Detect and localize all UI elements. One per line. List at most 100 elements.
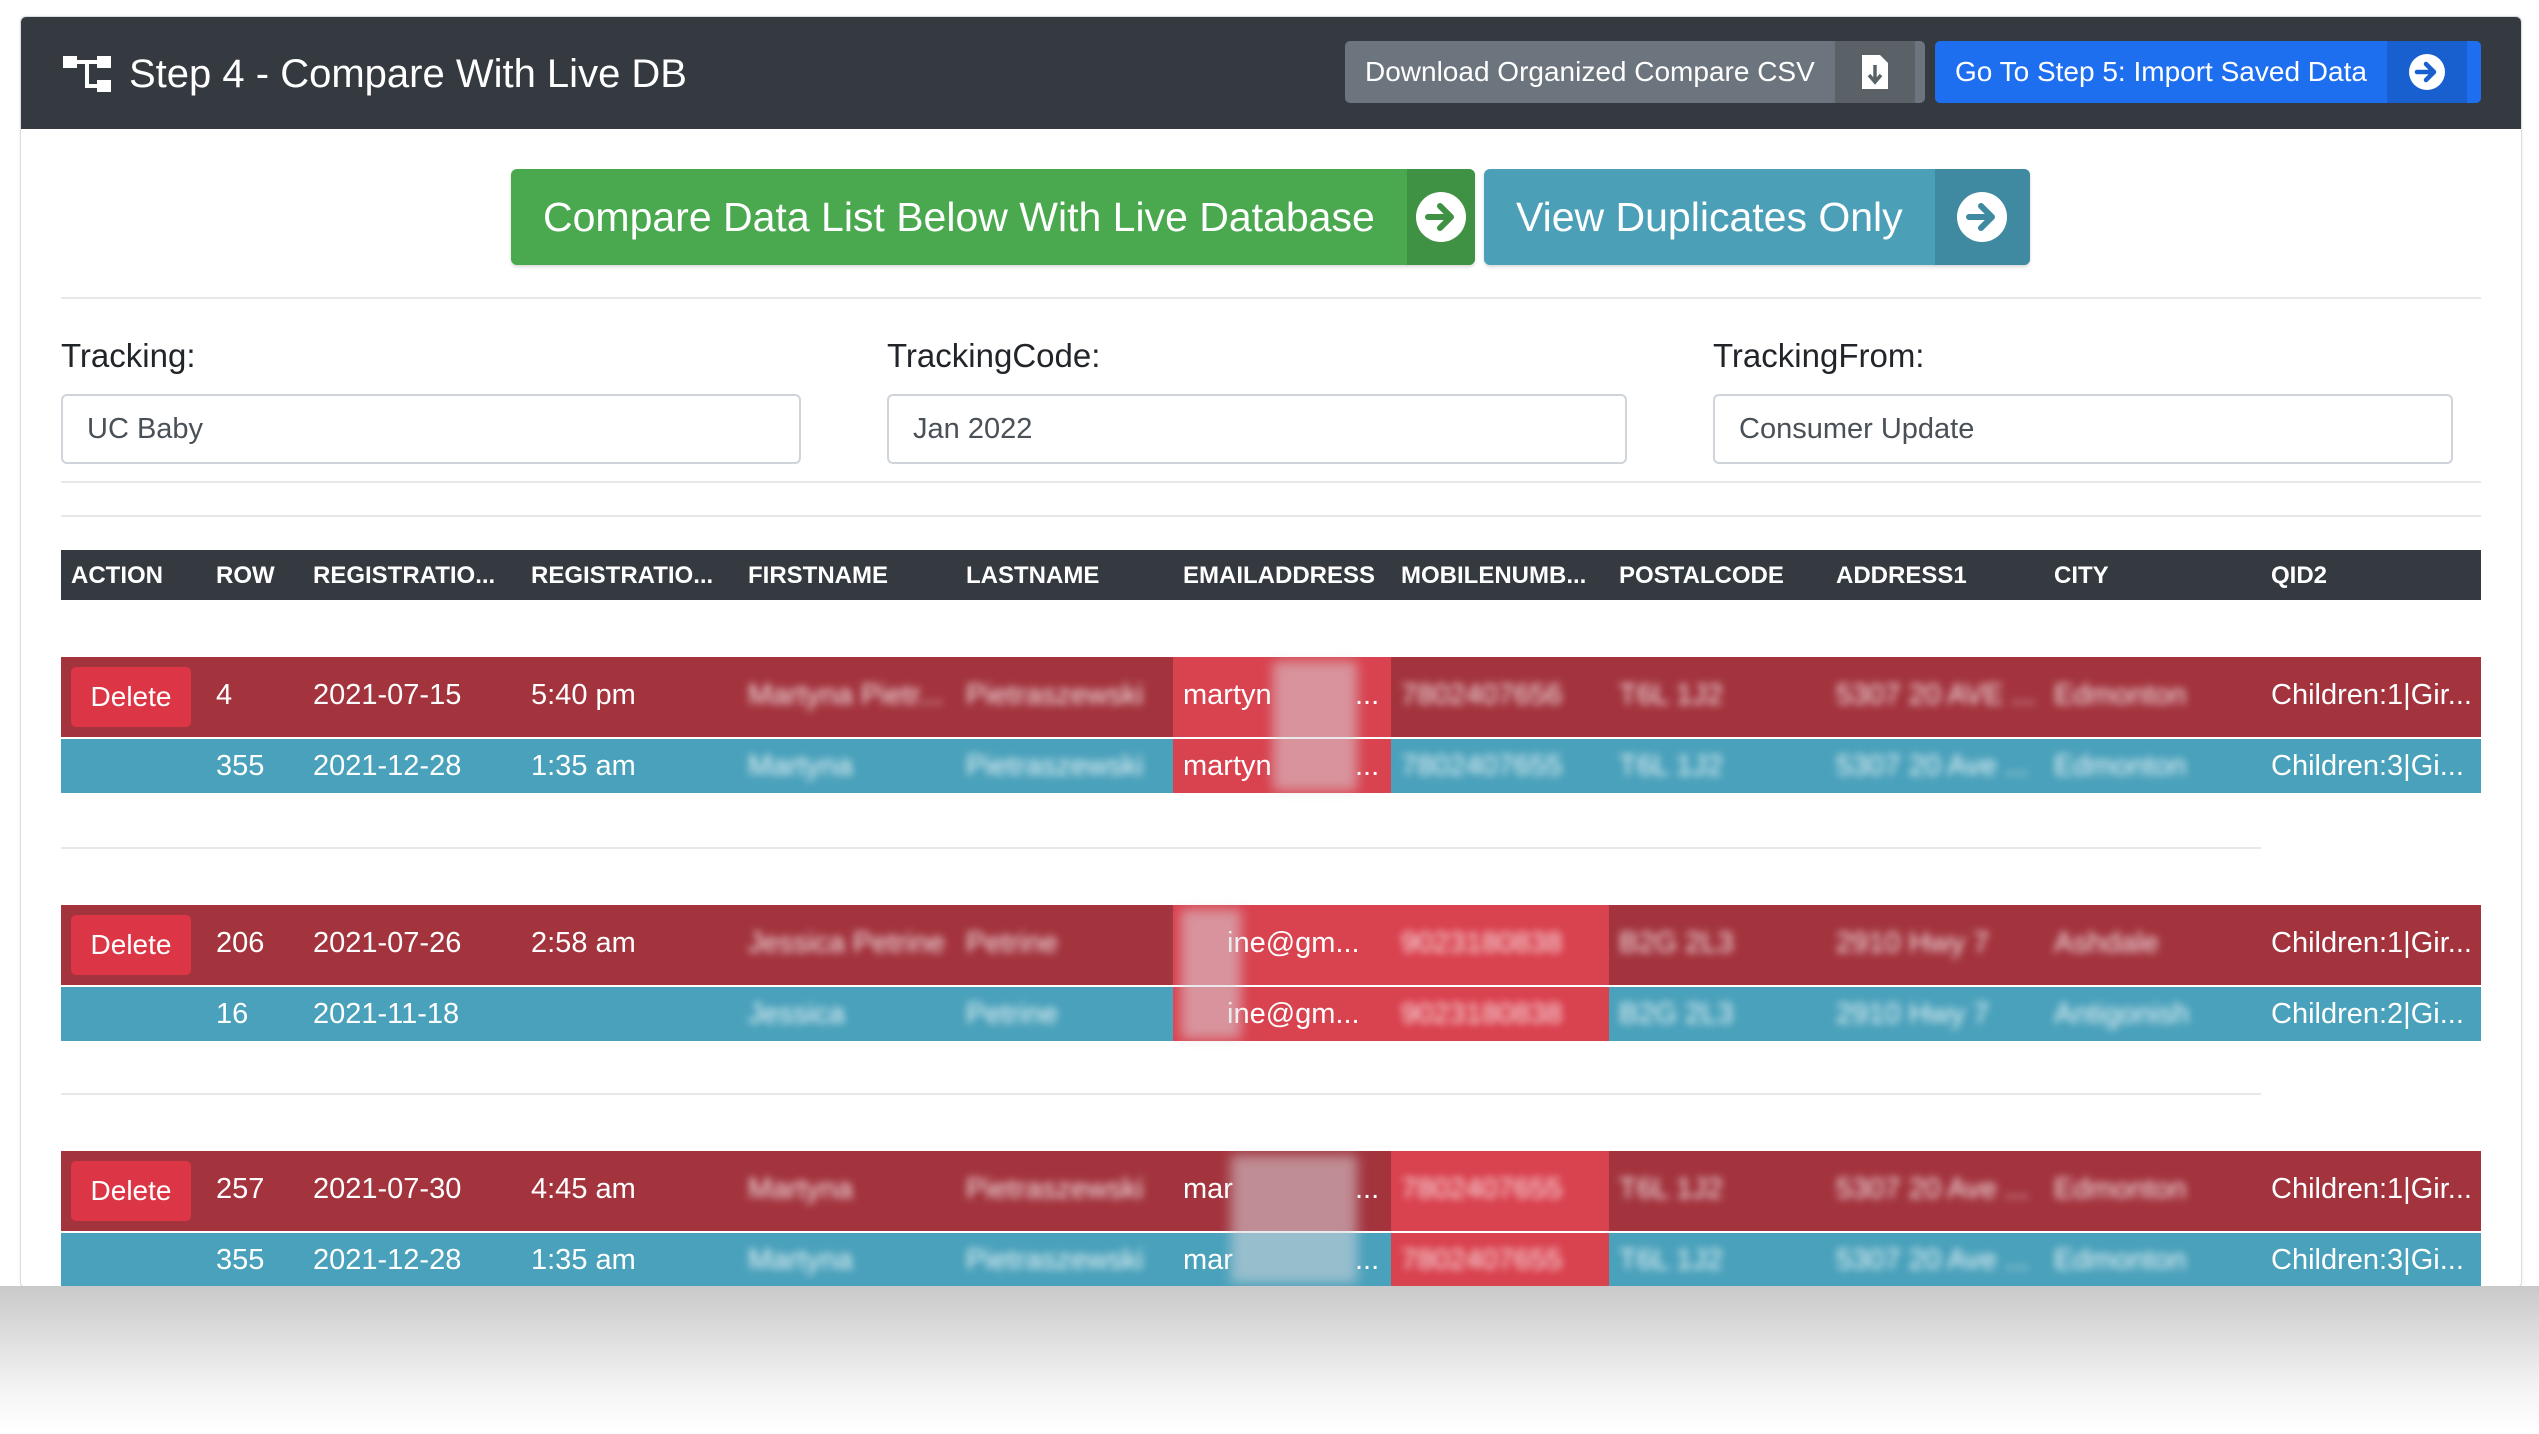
view-duplicates-label: View Duplicates Only [1516,193,1903,240]
email-ellipsis: ... [1355,679,1380,711]
registration-time: 2:58 am [531,927,636,959]
mobile-number: 9023180838 [1401,927,1563,959]
mobile-number: 7802407655 [1401,1244,1563,1276]
registration-time: 1:35 am [531,750,636,782]
city: Edmonton [2054,679,2187,711]
step4-card: Step 4 - Compare With Live DB Download O… [20,16,2522,1288]
group-divider [61,1093,2261,1095]
column-header-row: ROW [216,562,275,589]
city: Ashdale [2054,927,2159,959]
firstname: Martyna [748,750,853,782]
row-number: 16 [216,998,249,1030]
address1: 5307 20 Ave ... [1836,1173,2029,1205]
postal-code: T6L 1J2 [1619,1244,1723,1276]
postal-code: T6L 1J2 [1619,1173,1723,1205]
group-divider [61,847,2261,849]
firstname: Martyna [748,1173,853,1205]
divider [61,515,2481,517]
compare-live-db-label: Compare Data List Below With Live Databa… [543,193,1375,240]
firstname: Jessica [748,998,845,1030]
delete-button[interactable]: Delete [71,667,191,727]
registration-date: 2021-12-28 [313,750,462,782]
column-header-qid2: QID2 [2271,562,2328,589]
qid2: Children:3|Gi... [2271,1244,2464,1276]
row-number: 355 [216,1244,265,1276]
row-number: 257 [216,1173,265,1205]
registration-date: 2021-07-30 [313,1173,462,1205]
tracking-from-input[interactable] [1713,394,2453,464]
email-mobile-cell-highlight [1173,987,1609,1041]
download-csv-button[interactable]: Download Organized Compare CSV [1345,41,1925,103]
view-duplicates-button[interactable]: View Duplicates Only [1484,169,2030,265]
tracking-label: Tracking: [61,337,196,374]
column-header-action: ACTION [71,562,163,589]
arrow-circle-right-icon [1406,169,1475,265]
page-title: Step 4 - Compare With Live DB [129,51,687,96]
registration-date: 2021-07-26 [313,927,462,959]
qid2: Children:1|Gir... [2271,1173,2472,1205]
mobile-cell-highlight [1391,1233,1609,1287]
table-row: Delete 206 2021-07-26 2:58 am Jessica Pe… [61,905,2481,985]
address1: 5307 20 Ave ... [1836,750,2029,782]
row-number: 355 [216,750,265,782]
lastname: Pietraszewski [966,1244,1144,1276]
qid2: Children:2|Gi... [2271,998,2464,1030]
email: ine@gm... [1227,927,1360,959]
address1: 5307 20 Ave ... [1836,1244,2029,1276]
column-header-lastname: LASTNAME [966,562,1100,589]
table-header: ACTION ROW REGISTRATIO... REGISTRATIO...… [61,550,2481,600]
registration-time: 5:40 pm [531,679,636,711]
redaction-blur [1181,909,1241,1039]
column-header-firstname: FIRSTNAME [748,562,888,589]
email-ellipsis: ... [1355,750,1380,782]
arrow-circle-right-icon [2386,41,2467,103]
mobile-number: 9023180838 [1401,998,1563,1030]
column-header-mobilenumber: MOBILENUMB... [1401,562,1587,589]
bottom-fade [0,1286,2539,1434]
registration-time: 1:35 am [531,1244,636,1276]
city: Edmonton [2054,1244,2187,1276]
lastname: Petrine [966,998,1058,1030]
postal-code: T6L 1J2 [1619,679,1723,711]
postal-code: B2G 2L3 [1619,927,1734,959]
mobile-number: 7802407655 [1401,750,1563,782]
firstname: Martyna [748,1244,853,1276]
address1: 5307 20 AVE ... [1836,679,2036,711]
delete-button[interactable]: Delete [71,1161,191,1221]
postal-code: T6L 1J2 [1619,750,1723,782]
go-to-step5-button[interactable]: Go To Step 5: Import Saved Data [1935,41,2481,103]
column-header-emailaddress: EMAILADDRESS [1183,562,1376,589]
divider [61,481,2481,483]
divider [61,297,2481,299]
firstname: Martyna Pietr... [748,679,944,711]
tracking-code-input[interactable] [887,394,1627,464]
download-csv-label: Download Organized Compare CSV [1365,56,1815,87]
tracking-code-label: TrackingCode: [887,337,1101,374]
column-header-registration-time: REGISTRATIO... [531,562,714,589]
column-header-city: CITY [2054,562,2109,589]
lastname: Pietraszewski [966,679,1144,711]
email-mobile-cell-highlight [1173,905,1609,985]
delete-button[interactable]: Delete [71,915,191,975]
email-ellipsis: ... [1355,1244,1380,1276]
firstname: Jessica Petrine [748,927,945,959]
tracking-input[interactable] [61,394,801,464]
column-header-postalcode: POSTALCODE [1619,562,1784,589]
email: martyn [1183,750,1272,782]
compare-live-db-button[interactable]: Compare Data List Below With Live Databa… [511,169,1475,265]
tracking-from-label: TrackingFrom: [1713,337,1925,374]
qid2: Children:3|Gi... [2271,750,2464,782]
redaction-blur [1231,1155,1357,1283]
registration-date: 2021-07-15 [313,679,462,711]
registration-time: 4:45 am [531,1173,636,1205]
column-header-registration-date: REGISTRATIO... [313,562,496,589]
email: ine@gm... [1227,998,1360,1030]
mobile-number: 7802407655 [1401,1173,1563,1205]
go-to-step5-label: Go To Step 5: Import Saved Data [1955,56,2367,87]
row-number: 206 [216,927,265,959]
table-row: Delete 4 2021-07-15 5:40 pm Martyna Piet… [61,657,2481,737]
city: Antigonish [2054,998,2190,1030]
lastname: Petrine [966,927,1058,959]
mobile-cell-highlight [1391,1151,1609,1231]
address1: 2910 Hwy 7 [1836,927,1990,959]
